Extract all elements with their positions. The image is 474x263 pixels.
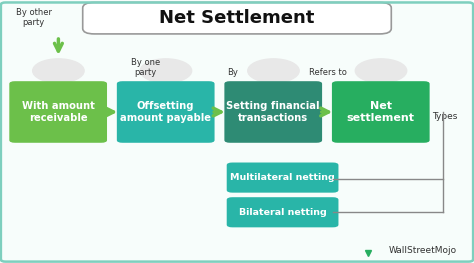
FancyBboxPatch shape [332,81,429,143]
Text: Refers to: Refers to [309,68,347,77]
Text: Setting financial
transactions: Setting financial transactions [227,101,320,123]
FancyBboxPatch shape [227,197,338,227]
FancyBboxPatch shape [82,2,392,34]
Circle shape [33,59,84,83]
Text: Types: Types [432,112,458,121]
FancyBboxPatch shape [224,81,322,143]
Text: By: By [227,68,238,77]
Text: Net
settlement: Net settlement [347,101,415,123]
Text: Net Settlement: Net Settlement [159,9,315,27]
FancyBboxPatch shape [117,81,215,143]
Text: Multilateral netting: Multilateral netting [230,173,335,182]
Text: By one
party: By one party [131,58,161,77]
FancyBboxPatch shape [9,81,107,143]
FancyBboxPatch shape [227,163,338,193]
Circle shape [356,59,407,83]
Text: WallStreetMojo: WallStreetMojo [389,246,457,255]
Circle shape [140,59,191,83]
Text: Bilateral netting: Bilateral netting [239,208,327,217]
Circle shape [248,59,299,83]
Text: With amount
receivable: With amount receivable [22,101,95,123]
Text: By other
party: By other party [16,8,52,27]
Text: Offsetting
amount payable: Offsetting amount payable [120,101,211,123]
